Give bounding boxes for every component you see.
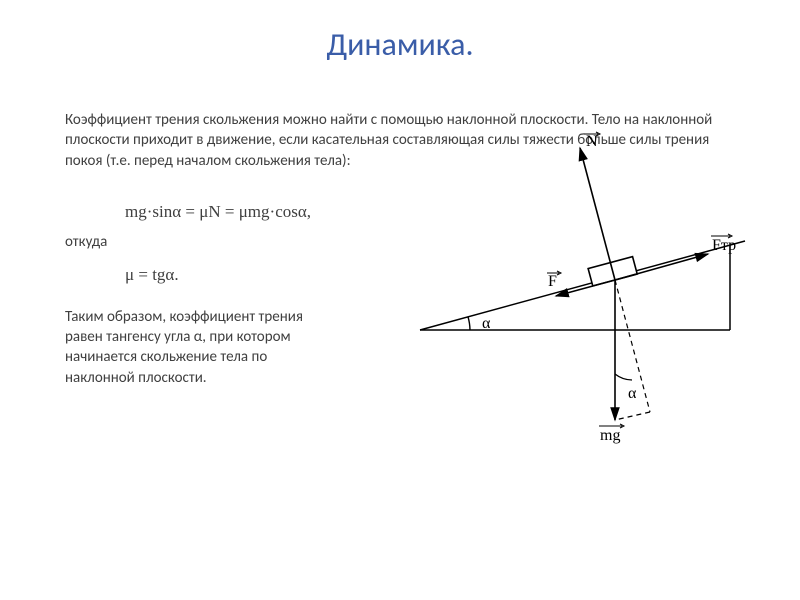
- diagram-svg: α N F Fтр mg: [400, 130, 780, 470]
- vector-mg-label: mg: [600, 427, 620, 444]
- vector-F-label: F: [548, 273, 557, 290]
- angle-alpha-base: α: [482, 315, 491, 332]
- inclined-plane-diagram: α N F Fтр mg: [400, 130, 780, 470]
- angle-alpha-mg: α: [628, 385, 637, 402]
- paragraph-conclusion: Таким образом, коэффициент трения равен …: [65, 307, 325, 388]
- page-title: Динамика.: [0, 25, 800, 64]
- vector-Ftr-label: Fтр: [712, 237, 736, 254]
